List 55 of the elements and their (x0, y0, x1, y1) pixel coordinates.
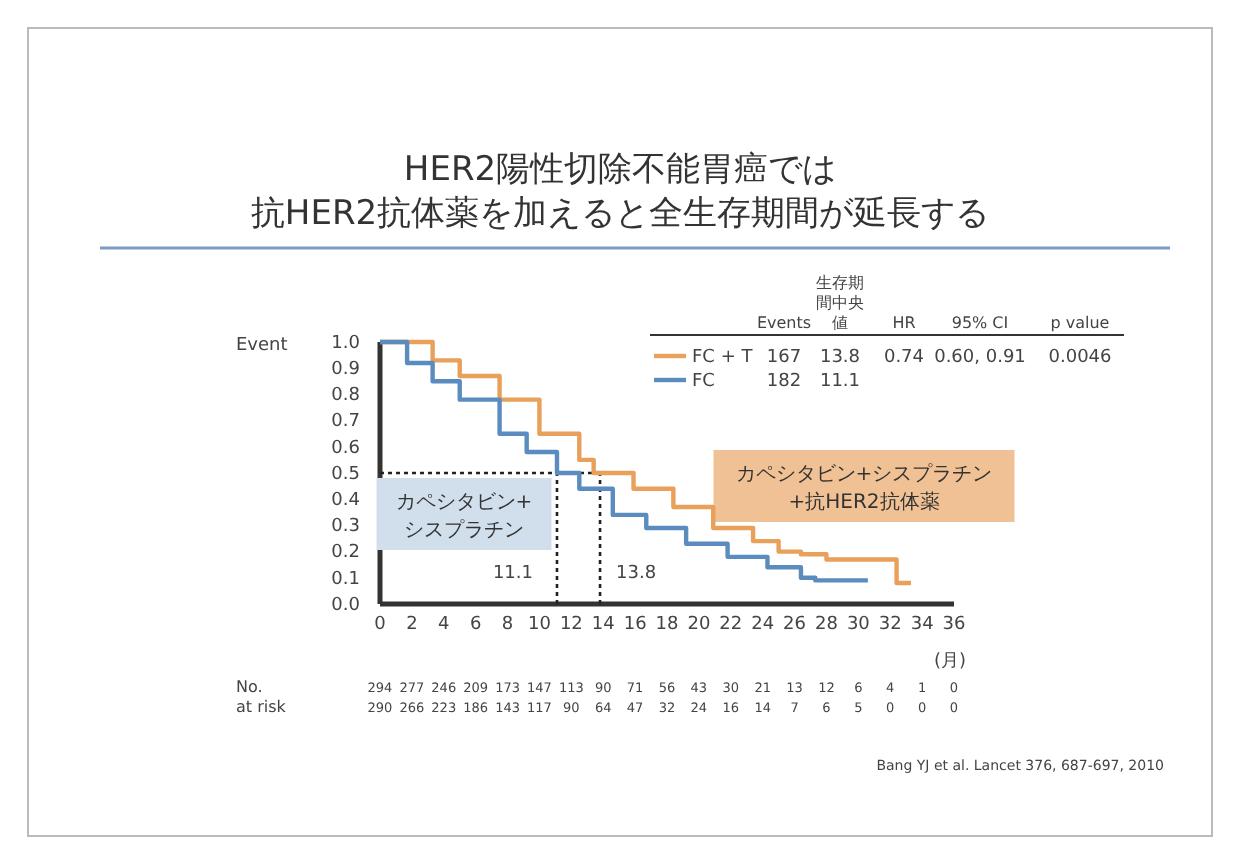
y-tick-label: 0.8 (331, 386, 361, 407)
chart-title: HER2陽性切除不能胃癌では (403, 150, 837, 190)
annotation: 11.1 (819, 372, 861, 392)
x-tick-label: 4 (438, 614, 451, 635)
text: カペシタビン+シスプラチン (395, 492, 533, 542)
text: 95% CI (951, 314, 1009, 332)
x-tick-label: 12 (559, 614, 583, 635)
annotation: 13.8 (819, 348, 861, 368)
text: HR (892, 314, 917, 332)
x-tick-label: 28 (814, 614, 839, 635)
text: +抗HER2抗体薬 (788, 492, 940, 514)
x-tick-label: 34 (910, 614, 935, 635)
annotation: 0.60, 0.91 (934, 348, 1026, 368)
y-tick-label: 0.5 (331, 464, 360, 485)
x-tick-label: 22 (719, 614, 743, 635)
y-tick-label: 0.1 (331, 569, 360, 590)
text: at risk (236, 698, 287, 716)
x-tick-label: 8 (501, 614, 514, 635)
y-tick-label: 0.7 (331, 412, 360, 433)
y-tick-label: 0.9 (331, 359, 361, 380)
x-tick-label: 36 (942, 614, 966, 635)
x-tick-label: 18 (655, 614, 679, 635)
y-tick-label: 0.2 (331, 543, 360, 564)
annotation: 167 (766, 348, 802, 368)
text: 生存期間中央値 (816, 274, 864, 332)
annotation: カペシタビン+シスプラチン (735, 462, 993, 486)
y-axis-title: Event (236, 336, 289, 356)
y-tick-label: 0.3 (331, 517, 360, 538)
x-tick-label: 24 (751, 614, 775, 635)
y-tick-label: 0.4 (331, 490, 361, 511)
text: p value (1050, 314, 1110, 332)
x-tick-label: 10 (527, 614, 552, 635)
x-tick-label: 14 (591, 614, 616, 635)
ref-line-label: 13.8 (616, 563, 657, 584)
legend-label: FC (692, 372, 715, 392)
x-tick-label: 32 (878, 614, 902, 635)
x-tick-label: 6 (469, 614, 482, 635)
text: Events (756, 314, 812, 332)
ref-line-label: 11.1 (492, 563, 533, 584)
x-tick-label: 20 (687, 614, 711, 635)
annotation: 182 (766, 372, 802, 392)
legend-label: FC + T (692, 348, 754, 368)
y-tick-label: 0.6 (331, 438, 361, 459)
x-tick-label: 0 (374, 614, 387, 635)
x-axis-title: (月) (934, 652, 967, 672)
chart-subtitle: 抗HER2抗体薬を加えると全生存期間が延長する (250, 194, 990, 234)
y-tick-label: 1.0 (331, 333, 361, 354)
y-tick-label: 0.0 (331, 595, 361, 616)
text: 0.0046 (1048, 348, 1113, 368)
x-tick-label: 26 (783, 614, 807, 635)
x-tick-label: 2 (406, 614, 418, 635)
text: No. (236, 678, 263, 696)
annotation: 0.74 (883, 348, 925, 368)
x-tick-label: 30 (846, 614, 871, 635)
x-tick-label: 16 (623, 614, 648, 635)
